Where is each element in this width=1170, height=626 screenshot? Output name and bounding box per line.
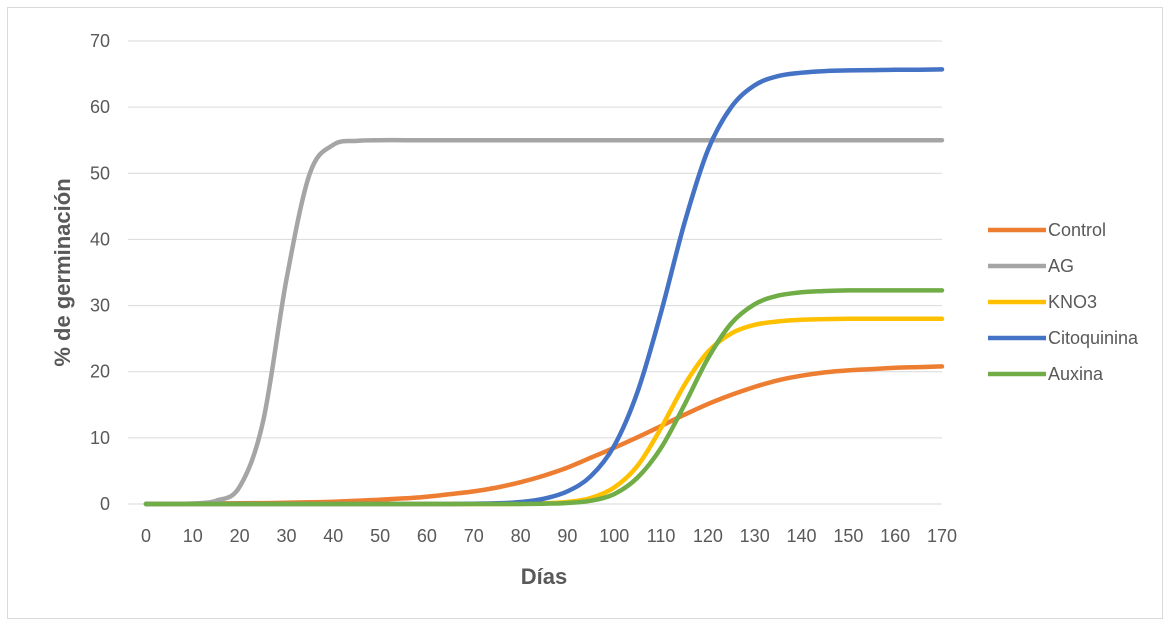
series-line-ag xyxy=(143,137,945,507)
y-tick-label: 10 xyxy=(90,428,110,448)
y-tick-label: 30 xyxy=(90,296,110,316)
legend-label-citoquinina: Citoquinina xyxy=(1048,328,1139,348)
x-tick-label: 80 xyxy=(511,526,531,546)
x-tick-label: 130 xyxy=(740,526,770,546)
legend-label-control: Control xyxy=(1048,220,1106,240)
x-tick-label: 50 xyxy=(370,526,390,546)
series-lines xyxy=(143,67,945,507)
y-tick-label: 0 xyxy=(100,494,110,514)
y-tick-label: 70 xyxy=(90,31,110,51)
gridlines xyxy=(128,40,942,505)
x-tick-label: 160 xyxy=(880,526,910,546)
x-tick-label: 110 xyxy=(647,526,676,546)
legend-label-ag: AG xyxy=(1048,256,1074,276)
series-line-citoquinina xyxy=(143,67,945,507)
x-tick-label: 30 xyxy=(276,526,296,546)
y-tick-label: 50 xyxy=(90,163,110,183)
y-tick-labels: 0 10 20 30 40 50 60 70 xyxy=(90,31,110,514)
y-tick-label: 40 xyxy=(90,229,110,249)
x-axis-title: Días xyxy=(521,564,567,589)
legend: Control AG KNO3 Citoquinina Auxina xyxy=(988,220,1139,384)
x-tick-label: 0 xyxy=(141,526,151,546)
x-tick-label: 40 xyxy=(323,526,343,546)
x-tick-labels: 0 10 20 30 40 50 60 70 80 90 100 110 120 130 140 150 160… xyxy=(141,526,957,546)
x-tick-label: 70 xyxy=(464,526,484,546)
chart-frame xyxy=(7,7,1163,619)
x-tick-label: 170 xyxy=(927,526,957,546)
x-tick-label: 100 xyxy=(599,526,629,546)
series-line-control xyxy=(143,364,945,507)
x-tick-label: 60 xyxy=(417,526,437,546)
y-axis-title: % de germinación xyxy=(50,178,75,366)
x-tick-label: 20 xyxy=(230,526,250,546)
y-tick-label: 60 xyxy=(90,97,110,117)
x-tick-label: 140 xyxy=(787,526,817,546)
x-tick-label: 90 xyxy=(557,526,577,546)
series-line-auxina xyxy=(143,288,945,507)
legend-label-kno3: KNO3 xyxy=(1048,292,1097,312)
x-tick-label: 150 xyxy=(833,526,863,546)
x-tick-label: 120 xyxy=(693,526,723,546)
legend-label-auxina: Auxina xyxy=(1048,364,1104,384)
x-tick-label: 10 xyxy=(183,526,203,546)
y-tick-label: 20 xyxy=(90,362,110,382)
